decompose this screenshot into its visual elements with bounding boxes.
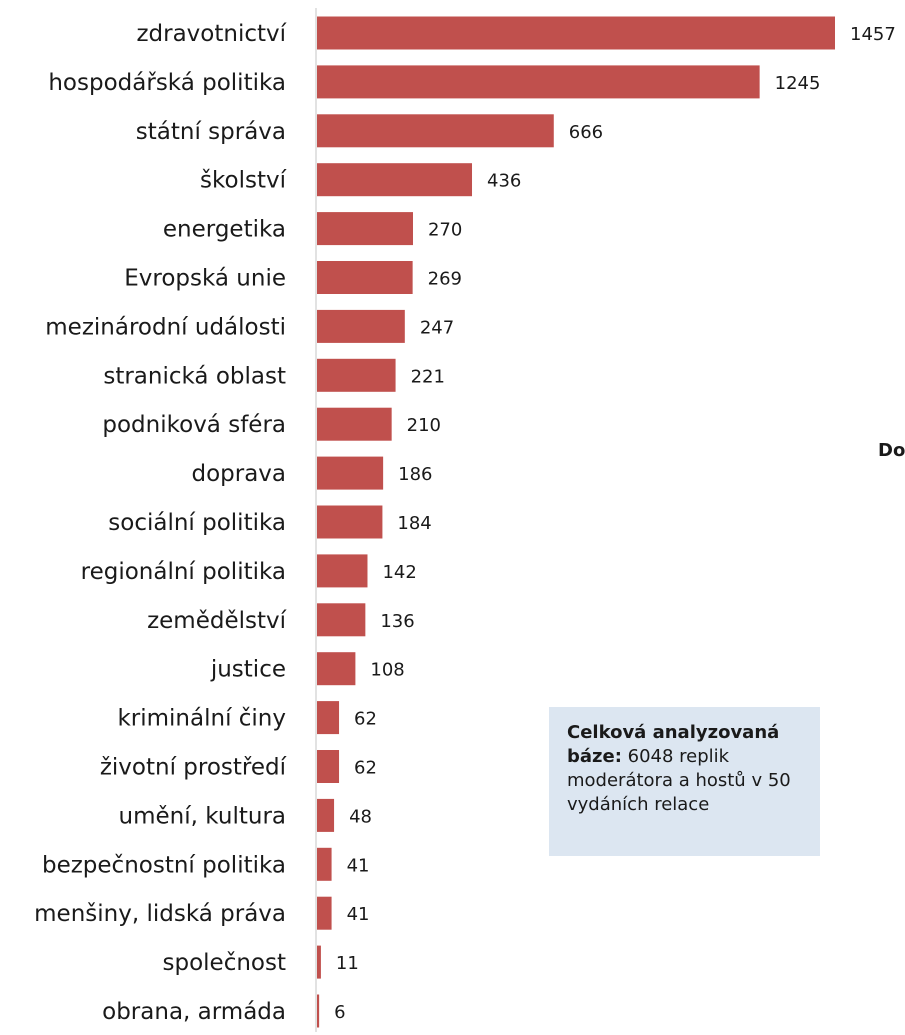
bar [317,16,835,50]
value-label: 186 [398,464,432,485]
value-label: 666 [569,122,603,143]
value-label: 108 [370,660,404,681]
value-label: 41 [347,855,370,876]
bar [317,994,320,1028]
value-labels-group: 1457 1245 666 436 270 269 247 221 210 186 184 142 13… [334,24,896,1023]
value-label: 184 [397,513,431,534]
bar [317,163,473,197]
value-label: 269 [428,269,462,290]
value-label: 41 [347,904,370,925]
bar [317,701,340,735]
value-label: 270 [428,220,462,241]
bar [317,505,383,539]
value-label: 1245 [775,73,821,94]
bar [317,358,396,392]
bar [317,847,332,881]
note-box: Celková analyzovaná báze: 6048 replik mo… [549,707,820,856]
category-label: školství [200,168,287,194]
category-label: zdravotnictví [136,21,286,47]
value-label: 136 [380,611,414,632]
bar [317,212,413,246]
value-label: 436 [487,171,521,192]
value-label: 48 [349,806,372,827]
bar [317,261,413,294]
category-label: umění, kultura [119,803,286,829]
category-label: zemědělství [147,608,287,634]
category-label: energetika [163,217,286,243]
bar [317,603,366,637]
category-label: Evropská unie [124,266,286,292]
bar [317,652,356,686]
bar [317,945,321,979]
category-label: společnost [163,950,287,976]
value-label: 11 [336,953,359,974]
category-label: státní správa [136,119,286,145]
bars-group [317,16,835,1028]
category-label: menšiny, lidská práva [34,901,286,927]
value-label: 210 [407,415,441,436]
category-label: kriminální činy [117,706,286,732]
category-label: obrana, armáda [102,999,286,1025]
bar [317,896,332,930]
bar [317,456,384,490]
category-label: podniková sféra [102,412,286,438]
value-label: 62 [354,758,377,779]
category-label: regionální politika [81,559,286,585]
category-label: doprava [191,461,286,487]
value-label: 6 [334,1002,345,1023]
category-labels-group: zdravotnictví hospodářská politika státní … [34,21,286,1025]
bar [317,114,554,148]
category-label: sociální politika [108,510,286,536]
side-label: Do [878,440,905,461]
bar [317,407,392,441]
category-label: justice [210,657,286,683]
value-label: 221 [411,366,445,387]
bar [317,65,760,99]
bar [317,798,335,832]
value-label: 142 [382,562,416,583]
value-label: 247 [420,317,454,338]
category-label: mezinárodní události [45,314,286,340]
note-text: 6048 replik moderátora a hostů v 50 vydá… [567,746,791,815]
bar [317,554,368,588]
value-label: 62 [354,709,377,730]
value-label: 1457 [850,24,896,45]
bar [317,309,405,343]
category-label: životní prostředí [100,755,287,781]
category-label: bezpečnostní politika [42,852,286,878]
category-label: stranická oblast [103,363,286,389]
note-bold-text: Celková analyzovaná báze: [567,722,780,767]
bar [317,750,340,783]
category-label: hospodářská politika [48,70,286,96]
